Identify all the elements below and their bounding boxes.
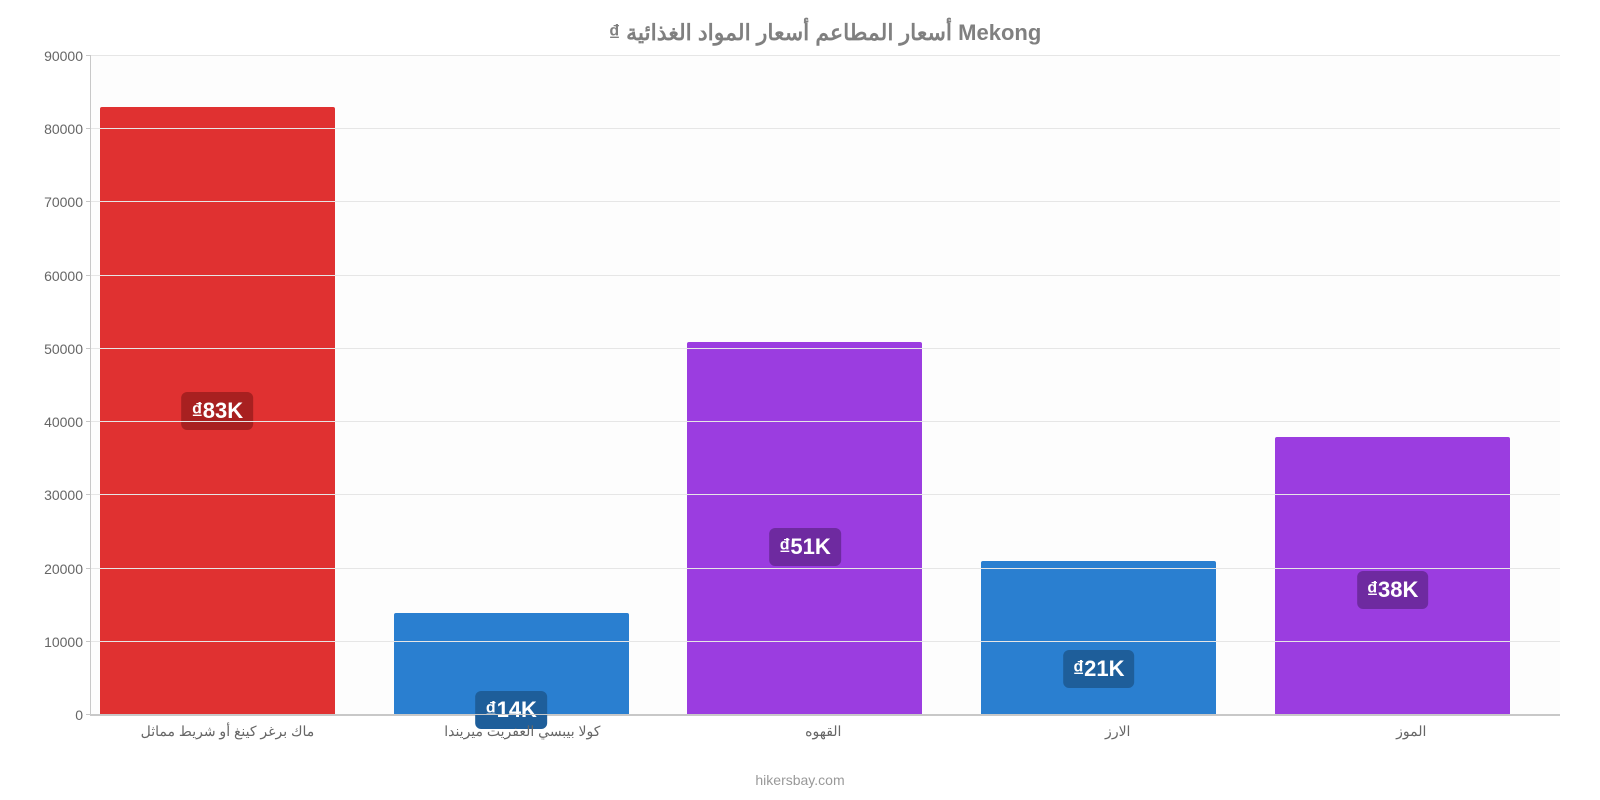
bar-slot: ₫83K	[91, 56, 385, 715]
bar-slot: ₫21K	[972, 56, 1266, 715]
bar: ₫38K	[1275, 437, 1510, 715]
attribution-text: hikersbay.com	[0, 772, 1600, 788]
price-chart: ₫ أسعار المطاعم أسعار المواد الغذائية Me…	[0, 0, 1600, 800]
x-tick-label: الارز	[972, 723, 1266, 740]
y-tick-mark	[86, 275, 91, 276]
y-tick-label: 30000	[44, 487, 91, 503]
y-tick-mark	[86, 714, 91, 715]
x-tick-label: كولا بيبسي العفريت ميريندا	[385, 723, 679, 740]
y-tick-label: 90000	[44, 48, 91, 64]
gridline	[91, 201, 1560, 202]
bar: ₫83K	[100, 107, 335, 715]
plot-area: ₫83K₫14K₫51K₫21K₫38K ماك برغر كينغ أو شر…	[90, 56, 1560, 716]
y-tick-mark	[86, 494, 91, 495]
gridline	[91, 348, 1560, 349]
y-tick-label: 20000	[44, 561, 91, 577]
bar-slot: ₫14K	[385, 56, 679, 715]
y-tick-mark	[86, 348, 91, 349]
y-tick-mark	[86, 421, 91, 422]
gridline	[91, 494, 1560, 495]
y-tick-label: 0	[75, 707, 91, 723]
y-tick-label: 70000	[44, 194, 91, 210]
value-badge: ₫51K	[769, 528, 841, 566]
y-tick-mark	[86, 201, 91, 202]
gridline	[91, 55, 1560, 56]
chart-title: ₫ أسعار المطاعم أسعار المواد الغذائية Me…	[90, 20, 1560, 46]
x-tick-label: ماك برغر كينغ أو شريط مماثل	[91, 723, 385, 740]
gridline	[91, 275, 1560, 276]
x-tick-label: الموز	[1266, 723, 1560, 740]
gridline	[91, 714, 1560, 715]
gridline	[91, 568, 1560, 569]
y-tick-label: 10000	[44, 634, 91, 650]
bar: ₫21K	[981, 561, 1216, 715]
bars-container: ₫83K ₫14K ₫51K ₫21K ₫38K	[91, 56, 1560, 715]
value-badge: ₫38K	[1357, 571, 1429, 609]
gridline	[91, 641, 1560, 642]
value-badge: ₫83K	[182, 392, 254, 430]
y-tick-label: 60000	[44, 268, 91, 284]
bar: ₫51K	[687, 342, 922, 715]
y-tick-mark	[86, 568, 91, 569]
x-tick-label: القهوه	[679, 723, 973, 740]
bar-slot: ₫38K	[1266, 56, 1560, 715]
y-tick-mark	[86, 128, 91, 129]
y-tick-label: 50000	[44, 341, 91, 357]
y-tick-label: 40000	[44, 414, 91, 430]
x-axis-labels: ماك برغر كينغ أو شريط مماثلكولا بيبسي ال…	[91, 723, 1560, 740]
gridline	[91, 128, 1560, 129]
y-tick-label: 80000	[44, 121, 91, 137]
bar: ₫14K	[394, 613, 629, 716]
y-tick-mark	[86, 55, 91, 56]
bar-slot: ₫51K	[679, 56, 973, 715]
y-tick-mark	[86, 641, 91, 642]
value-badge: ₫21K	[1063, 650, 1135, 688]
gridline	[91, 421, 1560, 422]
